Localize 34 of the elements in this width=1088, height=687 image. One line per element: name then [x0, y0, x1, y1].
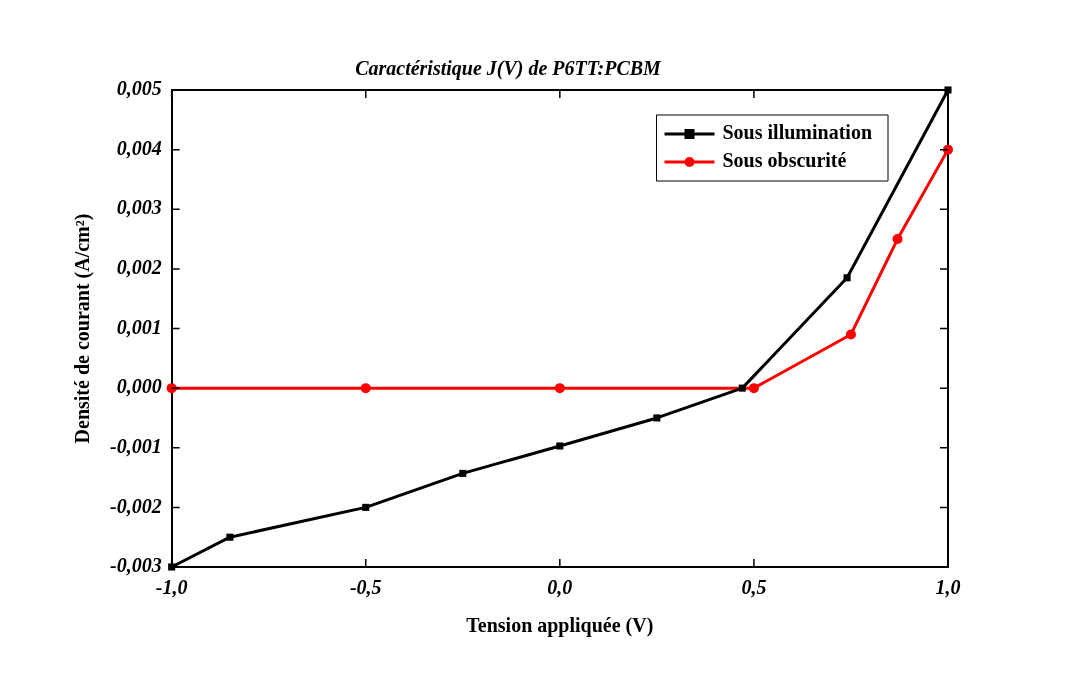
- y-tick-label: -0,003: [109, 554, 162, 577]
- x-tick-label: -1,0: [155, 576, 188, 599]
- y-tick-label: -0,001: [109, 434, 162, 457]
- legend-label: Sous obscurité: [722, 149, 847, 172]
- y-tick-label: -0,002: [109, 494, 162, 517]
- point: [738, 384, 746, 392]
- y-tick-label: 0,005: [116, 77, 162, 100]
- point: [554, 383, 565, 394]
- point: [556, 442, 564, 450]
- point: [944, 86, 952, 94]
- y-tick-label: 0,003: [116, 196, 162, 219]
- y-axis-title: Densité de courant (A/cm²): [71, 213, 95, 444]
- point: [360, 383, 371, 394]
- point: [845, 329, 856, 340]
- y-tick-label: 0,002: [116, 256, 162, 279]
- point: [843, 274, 851, 282]
- y-tick-label: 0,000: [116, 375, 162, 398]
- point: [168, 563, 176, 571]
- x-axis-title: Tension appliquée (V): [466, 614, 654, 638]
- x-tick-label: 1,0: [935, 576, 961, 599]
- point: [459, 469, 467, 477]
- point: [892, 234, 903, 245]
- x-tick-label: -0,5: [349, 576, 382, 599]
- x-tick-label: 0,5: [741, 576, 767, 599]
- y-tick-label: 0,001: [116, 315, 162, 338]
- point: [653, 414, 661, 422]
- point: [748, 383, 759, 394]
- point: [943, 144, 953, 155]
- legend-label: Sous illumination: [722, 121, 873, 144]
- y-tick-label: 0,004: [116, 136, 162, 159]
- point: [226, 533, 234, 541]
- chart-title: Caractéristique J(V) de P6TT:PCBM: [355, 57, 663, 81]
- point: [362, 503, 370, 511]
- x-tick-label: 0,0: [547, 576, 573, 599]
